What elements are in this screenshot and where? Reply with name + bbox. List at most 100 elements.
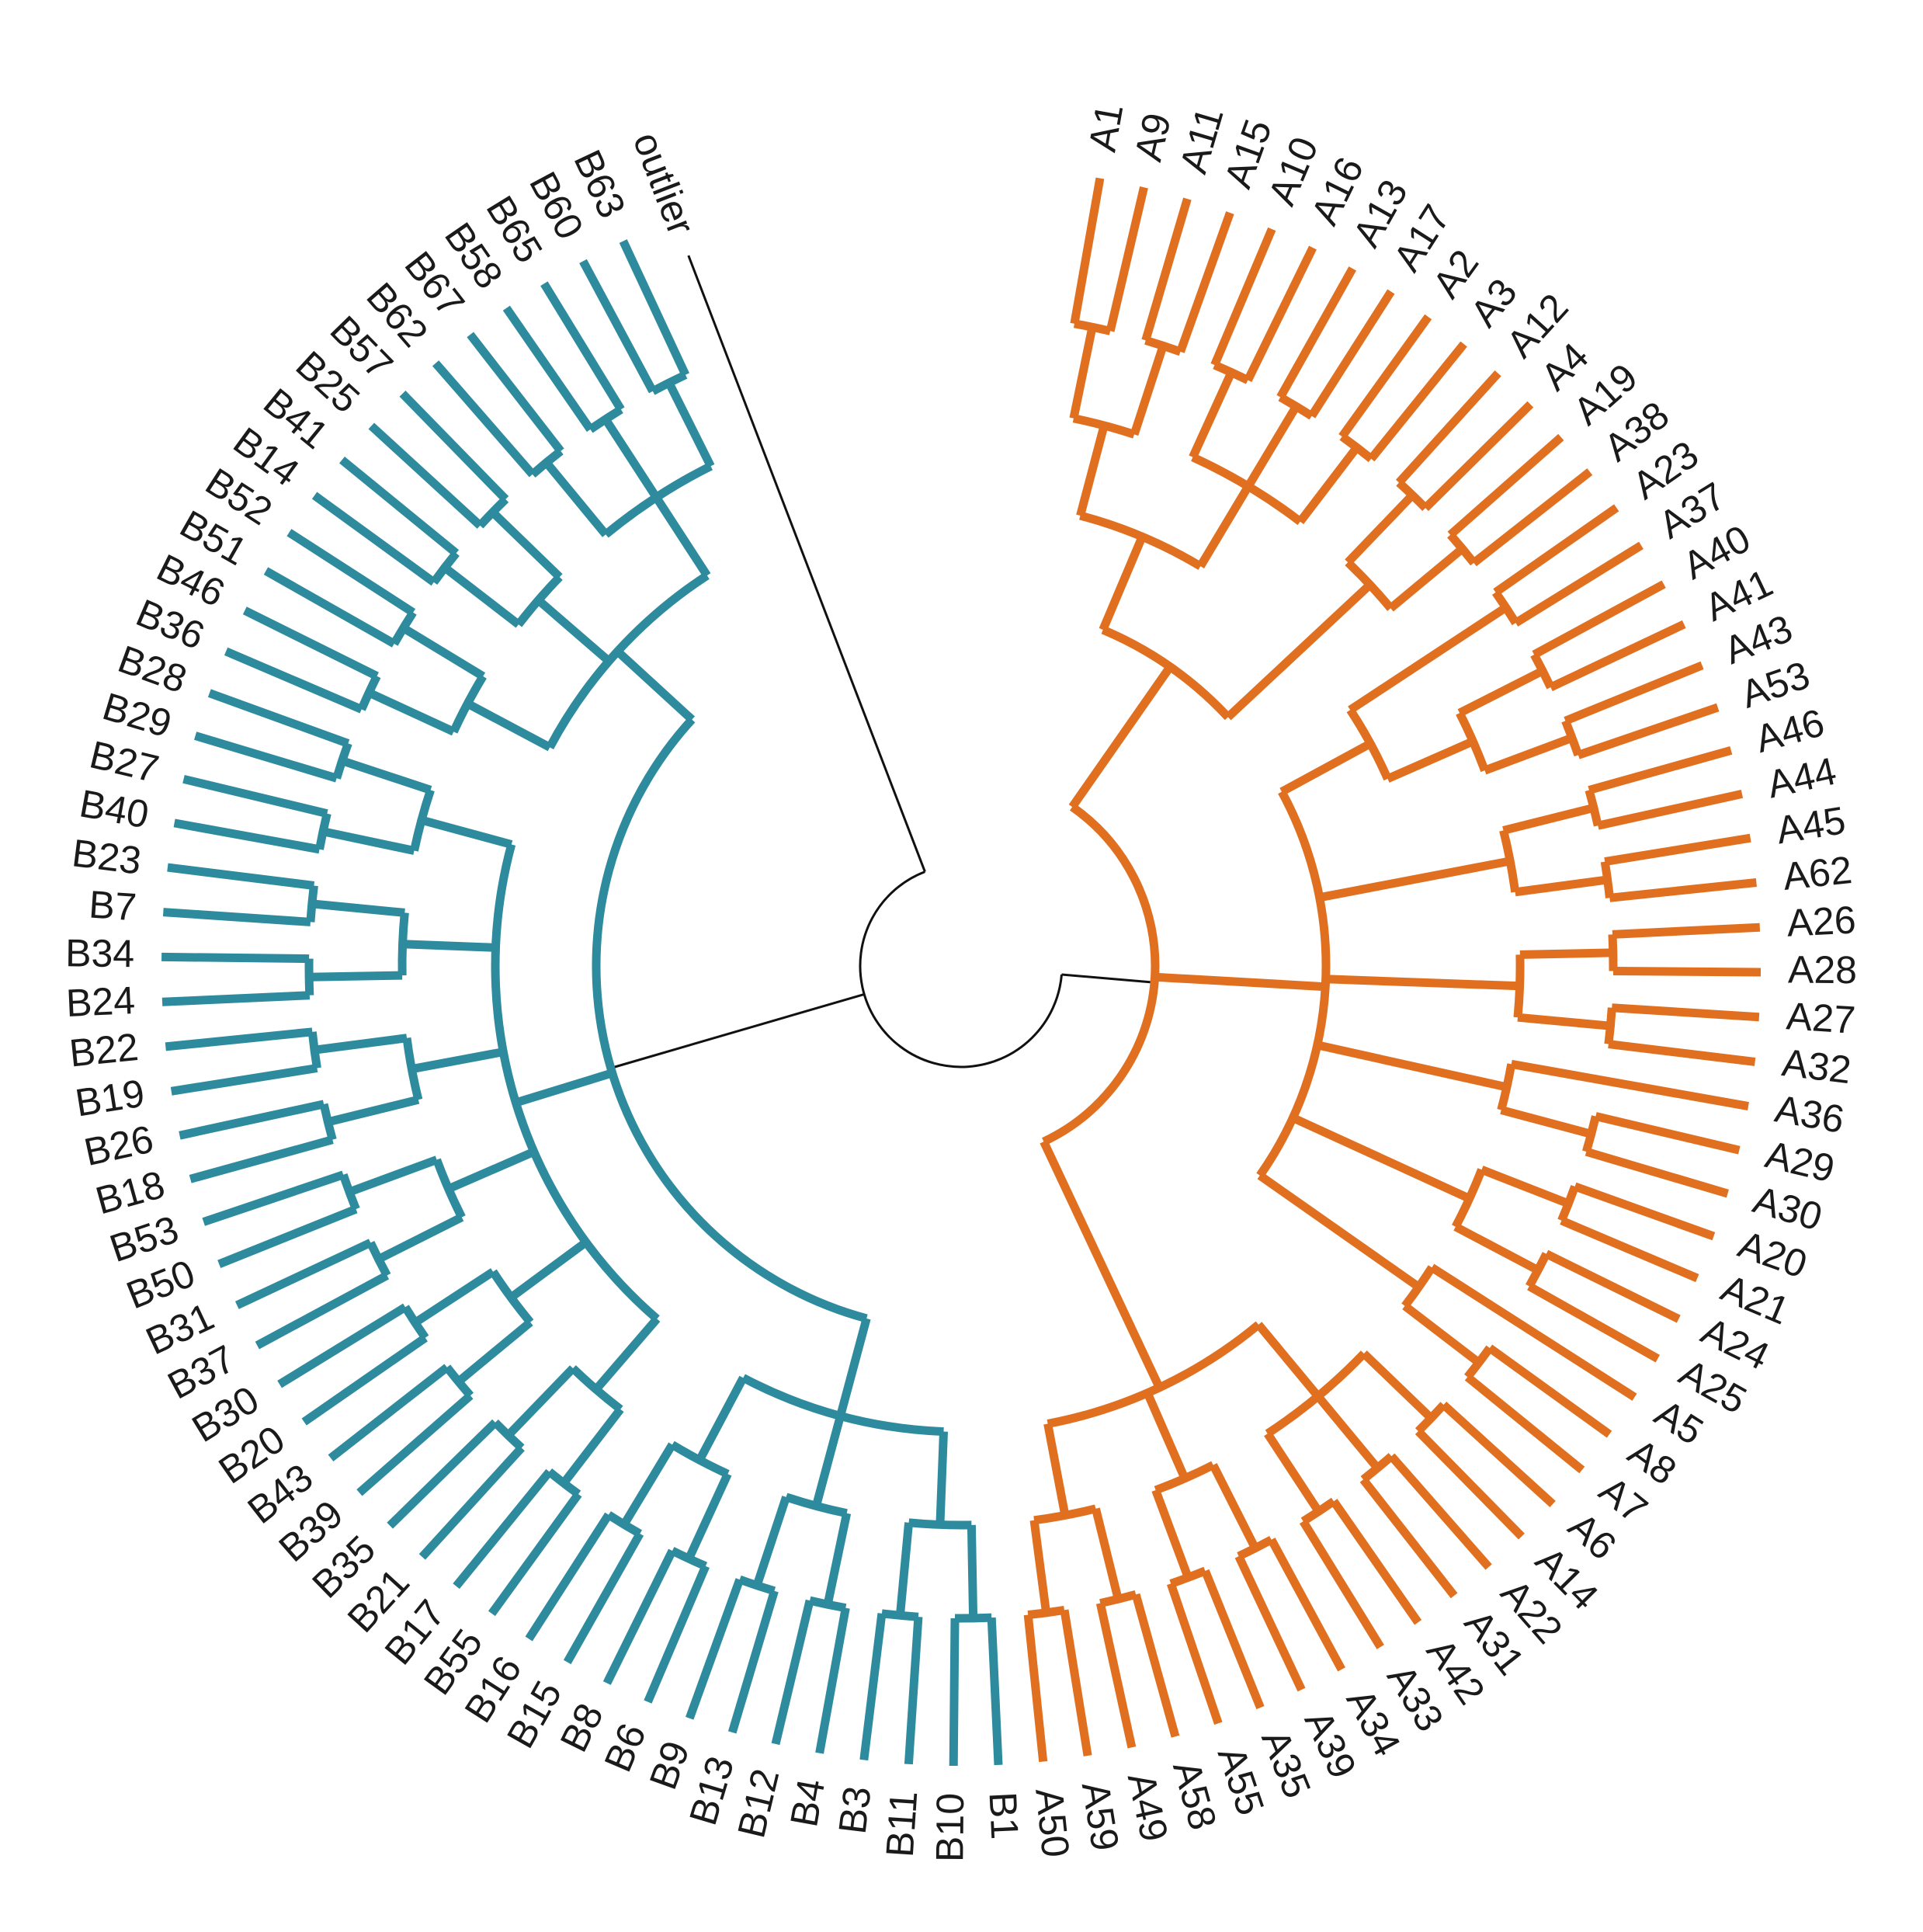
arc-a_p1 — [1073, 319, 1112, 335]
leaf-branch-b30 — [277, 1303, 408, 1388]
leaf-branch-b43 — [328, 1364, 450, 1462]
arc-b_p7 — [547, 1468, 581, 1498]
arc-b_top — [546, 572, 710, 749]
leaf-branch-a31 — [1359, 1476, 1458, 1599]
arc-a_p19 — [1414, 1402, 1447, 1435]
branch-a_p13 — [1519, 948, 1613, 959]
arc-a_b1 — [1265, 1350, 1367, 1437]
leaf-branch-b41 — [339, 456, 460, 557]
leaf-branch-b37 — [255, 1271, 390, 1350]
leaf-branch-b15 — [563, 1531, 644, 1665]
arc-a_bot — [1047, 1321, 1262, 1428]
branch-a_p2 — [1130, 344, 1168, 436]
leaf-branch-a49 — [1095, 1602, 1137, 1749]
arc-a_p3 — [1213, 360, 1250, 384]
leaf-branch-b67 — [467, 332, 564, 454]
leaf-branch-b19 — [170, 1064, 318, 1096]
leaf-branch-a32 — [1608, 1040, 1756, 1066]
branch-a_m11 — [1386, 737, 1475, 783]
arc-a_p9 — [1530, 652, 1555, 690]
branch-b_p24 — [602, 416, 661, 500]
leaf-label-a62: A62 — [1781, 848, 1854, 898]
leaf-branch-a36 — [1510, 1059, 1749, 1111]
leaf-branch-b63 — [619, 239, 689, 377]
leaf-branch-b62 — [432, 360, 536, 478]
branch-b_p23 — [543, 460, 609, 537]
leaf-branch-a8 — [1487, 1344, 1612, 1438]
branch-a_p24 — [1092, 1507, 1123, 1600]
branch-b_p8 — [505, 1365, 576, 1439]
arc-a_m6 — [1401, 1265, 1436, 1309]
branch-b_p9 — [456, 1319, 533, 1385]
branch-b_t1 — [465, 700, 552, 752]
arc-b_p22 — [477, 495, 509, 529]
leaf-branch-a50 — [1023, 1614, 1048, 1763]
branch-rB — [610, 992, 865, 1069]
branch-b_o2 — [811, 1415, 845, 1507]
leaf-branch-b26 — [179, 1100, 325, 1140]
branch-a_p5 — [1296, 444, 1360, 525]
branch-a_p4 — [1244, 404, 1300, 489]
arc-a_p14 — [1604, 1007, 1616, 1045]
branch-a_p16 — [1480, 1166, 1571, 1208]
branch-b_p20 — [401, 624, 486, 680]
leaf-branch-a13 — [1276, 266, 1356, 400]
arc-a_mid — [1256, 789, 1331, 1178]
branch-b_p10 — [412, 1268, 496, 1326]
arc-a_top — [1101, 625, 1231, 721]
leaf-branch-b22 — [165, 1027, 313, 1051]
leaf-branch-a19 — [1447, 433, 1564, 538]
branch-b_p11 — [377, 1213, 464, 1263]
leaf-branch-a44 — [1597, 790, 1744, 830]
leaf-branch-a35 — [1201, 1569, 1265, 1710]
arc-b_p25 — [651, 370, 688, 395]
branch-a_p18 — [1402, 1302, 1482, 1367]
leaf-branch-a39 — [1234, 1554, 1306, 1692]
leaf-branch-a62 — [1609, 878, 1757, 902]
arc-b_m4 — [402, 1037, 423, 1101]
branch-layer — [161, 177, 1762, 1767]
arc-rB — [592, 716, 868, 1323]
branch-a_p25 — [1029, 1520, 1051, 1614]
leaf-label-b4: B4 — [782, 1776, 833, 1830]
leaf-label-a26: A26 — [1786, 898, 1857, 944]
leaf-branch-a10 — [1210, 227, 1276, 367]
arc-a_b2 — [1154, 1461, 1216, 1495]
arc-b_p6 — [606, 1511, 643, 1538]
leaf-label-b7: B7 — [88, 882, 138, 929]
branch-b_p12 — [348, 1155, 439, 1197]
arc-b_o2 — [784, 1492, 848, 1518]
arc-a_p6 — [1396, 479, 1429, 512]
branch-b_p14 — [314, 1034, 408, 1055]
leaf-label-b11: B11 — [878, 1790, 925, 1859]
arc-b_p9 — [443, 1364, 474, 1399]
arc-a_p13 — [1608, 934, 1618, 971]
leaf-branch-b4 — [815, 1607, 850, 1754]
branch-b_p15 — [309, 971, 403, 982]
leaf-branch-a9 — [1106, 186, 1148, 332]
leaf-branch-a17 — [1307, 289, 1395, 419]
leaf-branch-b18 — [189, 1135, 334, 1183]
leaf-branch-b20 — [301, 1334, 428, 1426]
leaf-label-a1: A1 — [1081, 100, 1132, 155]
branch-a_m6 — [1257, 1172, 1421, 1291]
arc-rA — [1042, 803, 1160, 1146]
leaf-branch-a59 — [1060, 1609, 1092, 1757]
arc-b_m6 — [410, 788, 435, 852]
leaf-branch-a14 — [1414, 1428, 1525, 1540]
leaf-branch-a40 — [1532, 580, 1666, 658]
leaf-label-b10: B10 — [928, 1793, 972, 1862]
arc-a_p18 — [1464, 1345, 1494, 1380]
leaf-label-b3: B3 — [831, 1784, 880, 1836]
leaf-branch-a22 — [1388, 1453, 1492, 1570]
leaf-branch-b13 — [727, 1590, 779, 1734]
branch-a_t1 — [1099, 535, 1147, 632]
arc-a_p20 — [1360, 1453, 1394, 1483]
branch-b_p3 — [823, 1512, 852, 1606]
leaf-branch-a4 — [1422, 401, 1534, 512]
branch-a_t2 — [1225, 581, 1373, 721]
branch-b_mid — [514, 1069, 614, 1107]
leaf-branch-a6 — [1440, 1402, 1556, 1507]
leaf-branch-a7 — [1464, 1374, 1585, 1474]
